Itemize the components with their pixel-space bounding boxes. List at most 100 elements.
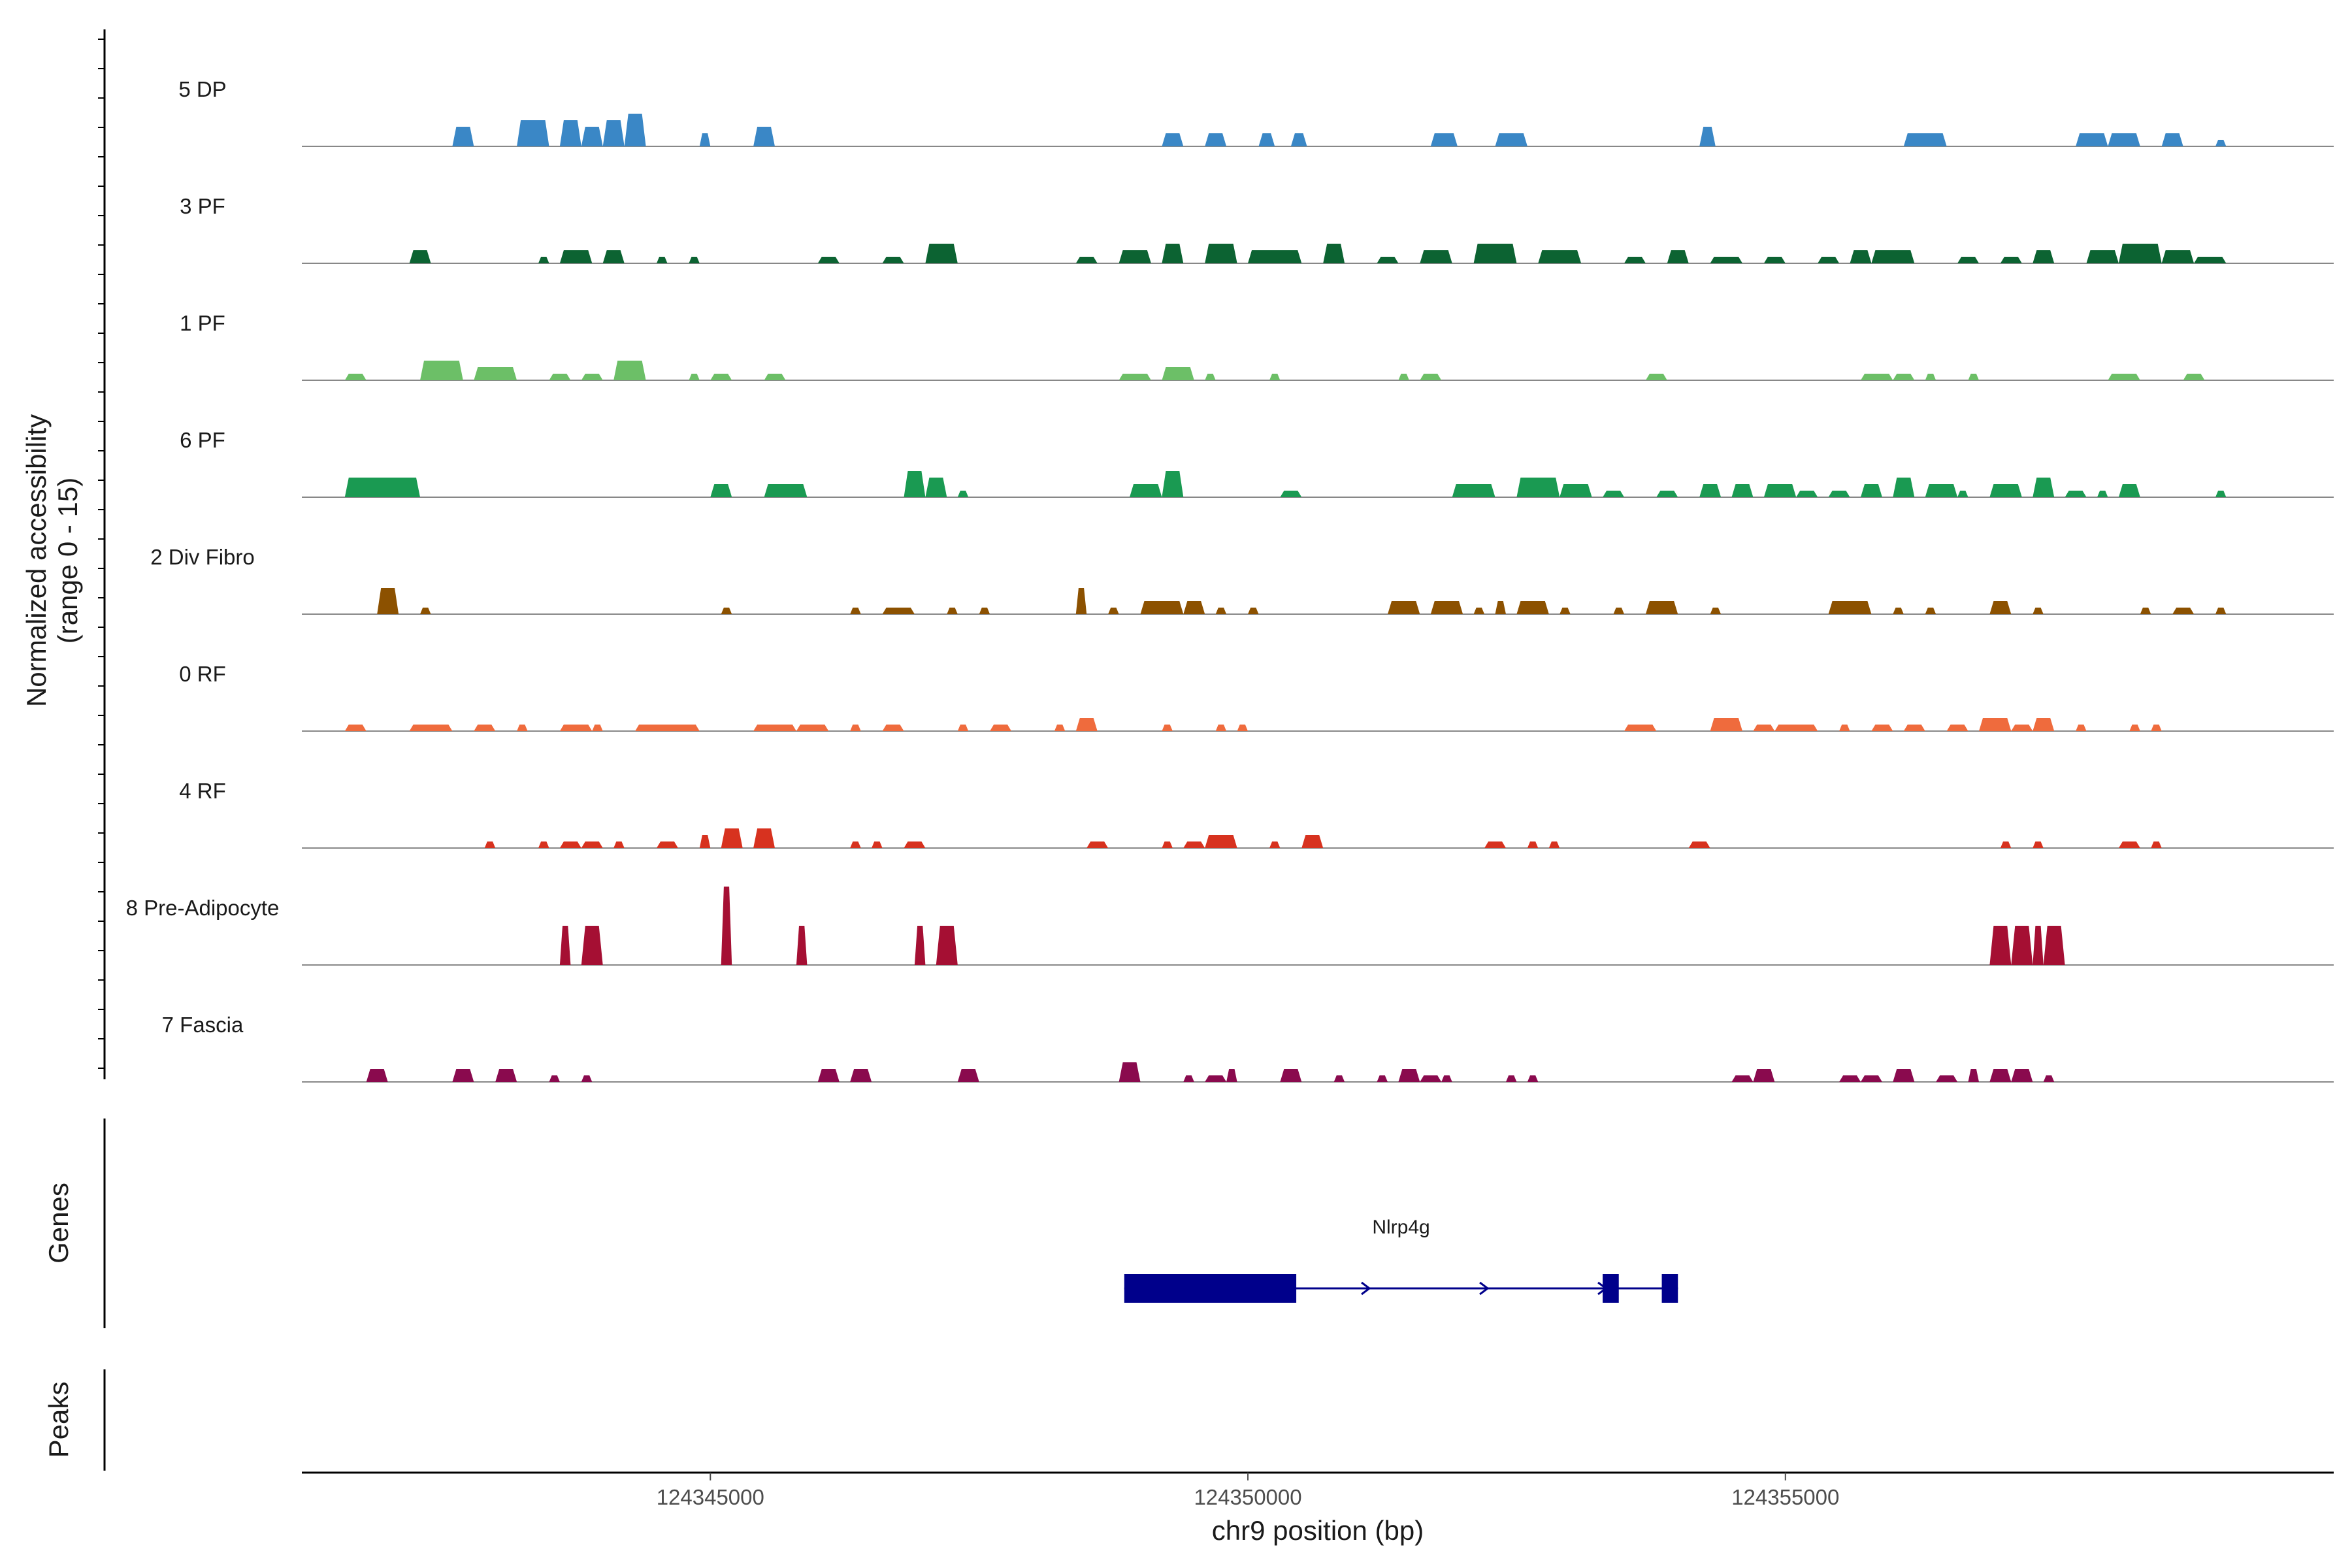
coverage-peak	[1968, 374, 1979, 380]
coverage-peak	[1054, 725, 1066, 731]
strand-arrow	[1479, 1281, 1490, 1296]
coverage-peak	[559, 841, 581, 848]
coverage-peak	[1796, 491, 1818, 497]
coverage-peak	[1516, 478, 1560, 497]
coverage-peak	[1119, 250, 1151, 263]
coverage-peak	[1205, 244, 1237, 263]
coverage-peak	[1527, 841, 1539, 848]
coverage-peak	[549, 1075, 560, 1082]
coverage-peak	[1495, 601, 1506, 614]
coverage-peak	[2129, 725, 2140, 731]
coverage-peak	[2065, 491, 2087, 497]
coverage-peak	[1215, 725, 1227, 731]
coverage-peak	[1075, 588, 1087, 614]
coverage-peak	[1258, 133, 1275, 146]
coverage-peak	[559, 926, 571, 965]
coverage-peak	[1893, 608, 1904, 614]
coverage-peak	[850, 1069, 872, 1082]
x-tick-label: 124345000	[657, 1485, 764, 1509]
coverage-peak	[559, 250, 593, 263]
coverage-peak	[409, 725, 453, 731]
track-label: 6 PF	[180, 428, 225, 452]
track-label: 1 PF	[180, 311, 225, 335]
coverage-peak	[1506, 1075, 1517, 1082]
y-axis-title-line2: (range 0 - 15)	[52, 478, 83, 644]
coverage-peak	[1925, 484, 1958, 497]
coverage-peak	[1861, 484, 1882, 497]
coverage-peak	[613, 361, 646, 380]
coverage-track: 5 DP	[178, 77, 2334, 147]
coverage-peak	[1850, 250, 1872, 263]
coverage-peak	[817, 1069, 840, 1082]
coverage-peak	[1119, 374, 1151, 380]
coverage-peak	[1140, 601, 1184, 614]
coverage-peak	[2140, 608, 2151, 614]
coverage-peak	[1516, 601, 1549, 614]
coverage-peak	[1205, 1075, 1227, 1082]
track-label: 0 RF	[179, 662, 226, 686]
coverage-peak	[1624, 257, 1646, 263]
coverage-peak	[538, 257, 549, 263]
coverage-peak	[850, 608, 861, 614]
coverage-peak	[366, 1069, 388, 1082]
track-label: 5 DP	[178, 77, 226, 101]
y-axis-title: Normalized accessibility (range 0 - 15)	[21, 414, 83, 707]
coverage-peak	[936, 926, 958, 965]
coverage-peak	[1903, 133, 1947, 146]
gene-exon	[1661, 1274, 1678, 1303]
coverage-peak	[1828, 601, 1872, 614]
coverage-peak	[699, 835, 711, 848]
coverage-peak	[559, 120, 581, 146]
peaks-panel: Peaks	[43, 1369, 106, 1471]
coverage-peak	[957, 491, 969, 497]
track-label: 3 PF	[180, 194, 225, 218]
x-axis-ticks: 124345000 124350000 124355000	[657, 1473, 1839, 1509]
coverage-peak	[990, 725, 1011, 731]
coverage-peak	[882, 257, 904, 263]
coverage-peak	[1377, 257, 1399, 263]
coverage-peak	[517, 725, 528, 731]
coverage-peak	[1205, 835, 1237, 848]
coverage-peak	[624, 114, 646, 146]
coverage-track: 8 Pre-Adipocyte	[126, 887, 2334, 966]
coverage-peak	[1162, 725, 1173, 731]
coverage-peak	[2118, 841, 2140, 848]
track-label: 8 Pre-Adipocyte	[126, 896, 280, 920]
coverage-track: 0 RF	[179, 662, 2334, 732]
coverage-peak	[1162, 133, 1184, 146]
coverage-peak	[1603, 491, 1624, 497]
coverage-peak	[1301, 835, 1324, 848]
coverage-peak	[979, 608, 990, 614]
coverage-peak	[1430, 133, 1458, 146]
coverage-peak	[1925, 374, 1936, 380]
coverage-peak	[1398, 374, 1409, 380]
genes-panel-title: Genes	[43, 1183, 74, 1264]
coverage-peak	[2183, 374, 2205, 380]
coverage-track: 1 PF	[180, 311, 2334, 381]
coverage-peak	[1861, 374, 1893, 380]
coverage-peak	[1452, 484, 1495, 497]
coverage-peak	[1731, 484, 1754, 497]
gene-exon	[1603, 1274, 1619, 1303]
coverage-peak	[1861, 1075, 1882, 1082]
coverage-peak	[721, 887, 732, 965]
coverage-peak	[1989, 601, 2012, 614]
coverage-peak	[1946, 725, 1968, 731]
coverage-peak	[2076, 725, 2087, 731]
coverage-peak	[1763, 484, 1797, 497]
coverage-peak	[1957, 257, 1979, 263]
coverage-peak	[420, 361, 463, 380]
track-label: 7 Fascia	[162, 1013, 244, 1037]
coverage-peak	[1710, 718, 1742, 731]
coverage-peak	[1226, 1069, 1237, 1082]
coverage-peak	[1398, 1069, 1420, 1082]
coverage-peak	[1667, 250, 1689, 263]
coverage-peak	[613, 841, 625, 848]
coverage-peak	[1495, 133, 1527, 146]
coverage-peak	[1377, 1075, 1388, 1082]
coverage-peak	[2033, 608, 2044, 614]
coverage-peak	[710, 484, 732, 497]
coverage-peak	[420, 608, 431, 614]
